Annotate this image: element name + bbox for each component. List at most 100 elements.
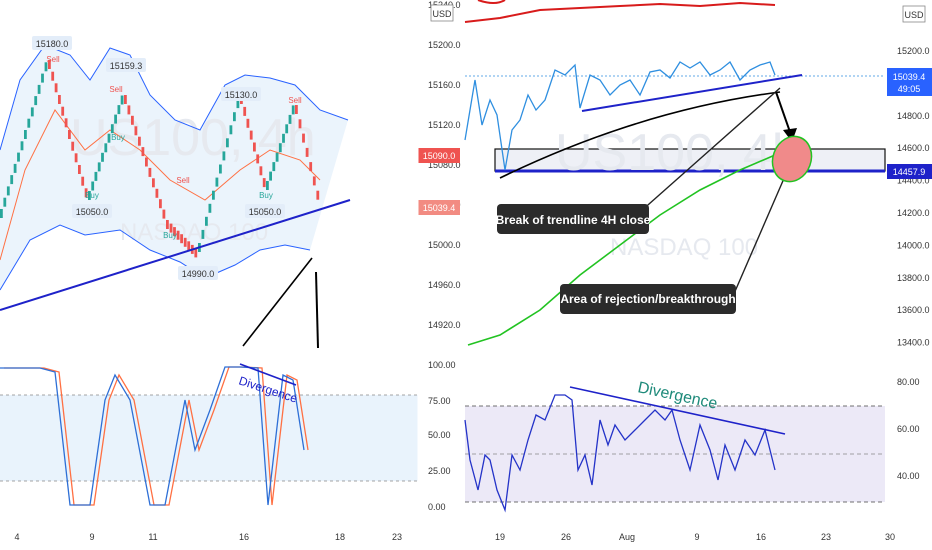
callout-pointer-1 [639, 87, 781, 213]
renko-brick [222, 151, 226, 161]
left-tag-1-bg [418, 148, 460, 163]
renko-brick [176, 230, 180, 240]
renko-brick [131, 115, 134, 125]
level-tag-bg [887, 164, 932, 179]
renko-brick [194, 248, 198, 258]
renko-brick [110, 124, 114, 134]
renko-brick [269, 171, 272, 181]
renko-brick [120, 95, 124, 105]
left-x-axis: 4 9 11 16 18 23 [14, 532, 402, 542]
renko-brick [166, 220, 169, 229]
peak-label: 15130.0 [225, 90, 258, 100]
renko-brick [180, 234, 183, 244]
renko-brick [162, 209, 166, 219]
renko-brick [246, 118, 250, 128]
price-tag-countdown: 49:05 [898, 84, 921, 94]
signal-buy: Buy [259, 191, 273, 200]
left-x-tick: 23 [392, 532, 402, 542]
left-x-tick: 16 [239, 532, 249, 542]
right-x-tick: 26 [561, 532, 571, 542]
renko-brick [201, 229, 205, 239]
renko-brick [107, 133, 111, 143]
peak-label: 15159.3 [110, 61, 143, 71]
renko-brick [272, 162, 276, 172]
currency-badge [430, 4, 454, 22]
peak-label-bg [221, 87, 261, 101]
renko-brick [219, 164, 222, 174]
renko-brick [208, 203, 212, 213]
left-trendline [0, 199, 351, 311]
renko-brick [152, 178, 155, 188]
right-x-tick: 9 [694, 532, 699, 542]
renko-brick [24, 130, 27, 139]
signal-buy: Buy [111, 133, 125, 142]
renko-brick [138, 136, 141, 146]
renko-brick [6, 186, 10, 196]
renko-brick [104, 143, 108, 153]
renko-brick [253, 142, 256, 152]
renko-brick [141, 147, 145, 157]
inner-y-axis: 15240.015200.015160.015120.015080.015040… [428, 0, 461, 330]
watermark-exchange-right: NASDAQ 100 [610, 234, 758, 261]
outer-y-tick: 14800.0 [897, 111, 930, 121]
renko-brick [54, 83, 58, 93]
bollinger-band-fill [0, 45, 348, 290]
outer-y-tick: 14000.0 [897, 240, 930, 250]
renko-bricks [0, 60, 320, 258]
renko-brick [309, 162, 313, 172]
watermark-symbol-left: US100, 4h [70, 109, 316, 167]
rsi-tick-left: 0.00 [428, 502, 446, 512]
inner-y-tick: 14920.0 [428, 320, 461, 330]
outer-y-tick: 15200.0 [897, 46, 930, 56]
renko-brick [91, 181, 95, 191]
watermark-symbol-right: US100, 4h [555, 124, 801, 182]
currency-badge-right [902, 5, 926, 23]
renko-brick [262, 178, 266, 188]
right-x-tick: 19 [495, 532, 505, 542]
renko-brick [94, 171, 98, 181]
renko-brick [78, 165, 81, 174]
renko-brick [312, 176, 316, 186]
peak-label-bg [178, 266, 218, 280]
outer-y-tick: 13800.0 [897, 273, 930, 283]
price-tag-bg [887, 68, 932, 96]
right-x-tick: Aug [619, 532, 635, 542]
callout-rejection-text: Area of rejection/breakthrough [560, 292, 735, 306]
peak-label: 15050.0 [76, 207, 109, 217]
signal-sell: Sell [176, 176, 190, 185]
renko-brick [229, 125, 233, 135]
renko-brick [124, 95, 127, 104]
rsi-axis: 100.00 75.00 50.00 25.00 0.00 80.00 60.00 40.00 [428, 360, 920, 512]
renko-brick [37, 84, 41, 94]
signal-sell: Sell [109, 85, 123, 94]
right-x-tick: 16 [756, 532, 766, 542]
renko-brick [173, 227, 176, 237]
outer-y-tick: 14600.0 [897, 143, 930, 153]
renko-brick [97, 162, 101, 172]
right-x-tick: 30 [885, 532, 895, 542]
rsi-divergence-line [569, 386, 786, 435]
renko-brick [44, 62, 48, 72]
level-tag: 14457.9 [893, 167, 926, 177]
renko-brick [74, 153, 78, 163]
callout-break-text: Break of trendline 4H close [496, 213, 651, 227]
inner-y-tick: 15000.0 [428, 240, 461, 250]
outer-y-tick: 14400.0 [897, 176, 930, 186]
renko-brick [3, 197, 7, 207]
inner-y-tick: 15080.0 [428, 160, 461, 170]
renko-brick [20, 141, 24, 151]
renko-brick [17, 152, 20, 162]
callout-pointer-2 [732, 159, 793, 297]
left-x-tick: 11 [148, 532, 157, 542]
peak-label: 15180.0 [36, 39, 69, 49]
left-tag-2: 15039.4 [423, 203, 456, 213]
arrow-head-icon [783, 128, 797, 142]
left-vertical-line [315, 271, 319, 349]
renko-brick [215, 177, 219, 187]
renko-brick [159, 199, 162, 209]
right-x-tick: 23 [821, 532, 831, 542]
callout-break: Break of trendline 4H close [496, 204, 651, 234]
currency-label-right: USD [904, 10, 924, 20]
